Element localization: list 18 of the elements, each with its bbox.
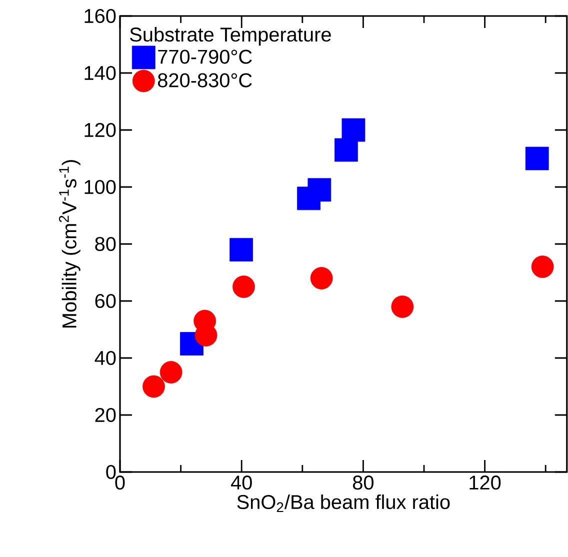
y-tick-label: 140 [84,66,116,80]
x-tick-label: 120 [470,476,501,490]
x-tick-label: 80 [352,476,374,490]
y-tick-label: 80 [95,236,116,252]
y-tick-label: 0 [106,464,116,480]
y-axis-title: Mobility (cm$^{2}$V$^{-1}$s$^{-1}$) [59,160,80,328]
x-tick-label: 0 [115,476,125,490]
x-tick-label: 40 [230,476,252,490]
y-tick-label: 120 [84,122,116,138]
y-tick-label: 20 [95,408,116,422]
y-tick-label: 160 [84,8,116,24]
legend-label: 770-790°C [158,50,252,64]
x-axis-title: SnO$_{2}$/Ba beam flux ratio [237,494,450,512]
y-tick-label: 60 [95,294,116,308]
legend-title: Substrate Temperature [130,27,331,46]
y-tick-label: 40 [94,350,116,366]
legend-label: 820-830°C [158,73,252,88]
y-tick-label: 100 [84,180,116,194]
